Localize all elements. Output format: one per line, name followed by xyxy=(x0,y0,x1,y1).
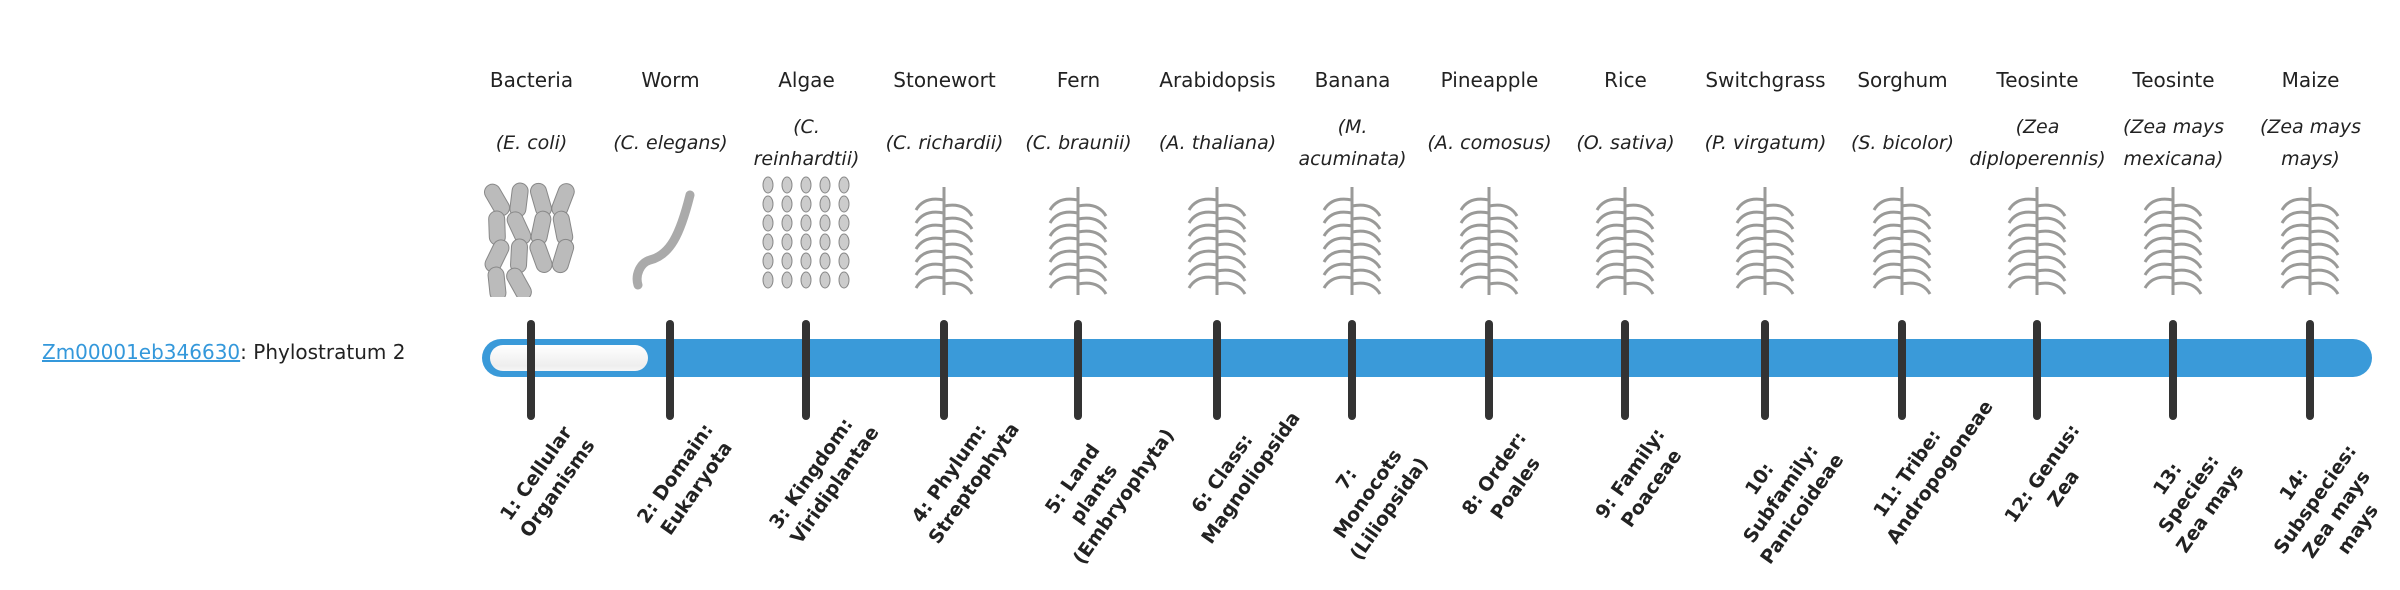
organism-common-name: Pineapple xyxy=(1440,68,1539,92)
stratum-label: 8: Order: Poales xyxy=(1457,427,1545,524)
scientific-name-text: (Zea mays mays) xyxy=(2259,116,2362,170)
phylostratum-bar xyxy=(482,339,2372,377)
algae-cells-icon xyxy=(756,175,856,297)
organism-scientific-name: (Zea mays mays) xyxy=(2242,108,2379,178)
stratum-tick xyxy=(527,320,535,420)
stratum-label: 3: Kingdom: Viridiplantae xyxy=(765,414,884,549)
organism-common-name: Maize xyxy=(2281,68,2340,92)
stratum-label: 2: Domain: Eukaryota xyxy=(632,419,737,540)
stratum-tick xyxy=(940,320,948,420)
banana-plant-icon xyxy=(1302,175,1402,297)
scientific-name-text: (C. braunii) xyxy=(1025,132,1132,154)
organism-scientific-name: (C. reinhardtii) xyxy=(738,108,875,178)
organism-common-name: Algae xyxy=(778,68,835,92)
organism-common-name: Bacteria xyxy=(489,68,574,92)
stratum-label: 4: Phylum: Streptophyta xyxy=(907,418,1024,549)
organism-common-name: Fern xyxy=(1056,68,1101,92)
stratum-tick xyxy=(2306,320,2314,420)
organism-common-name: Teosinte xyxy=(1996,68,2079,92)
stratum-label: 9: Family: Poaceae xyxy=(1591,424,1687,532)
organism-common-name: Banana xyxy=(1314,68,1391,92)
stratum-tick xyxy=(2169,320,2177,420)
teosinte-icon xyxy=(1987,175,2087,297)
rice-icon xyxy=(1575,175,1675,297)
scientific-name-text: (C. reinhardtii) xyxy=(753,116,860,170)
stratum-tick xyxy=(2033,320,2041,420)
organism-scientific-name: (E. coli) xyxy=(463,108,600,178)
organism-common-name: Rice xyxy=(1604,68,1647,92)
bacteria-rods-icon xyxy=(481,175,581,302)
scientific-name-text: (C. richardii) xyxy=(885,132,1004,154)
scientific-name-text: (E. coli) xyxy=(495,132,568,154)
stratum-label: 14: Subspecies: Zea mays mays xyxy=(2269,440,2383,563)
organism-scientific-name: (A. comosus) xyxy=(1421,108,1558,178)
scientific-name-text: (A. thaliana) xyxy=(1158,132,1277,154)
stratum-tick xyxy=(802,320,810,420)
stratum-tick xyxy=(1621,320,1629,420)
scientific-name-text: (P. virgatum) xyxy=(1704,132,1827,154)
scientific-name-text: (A. comosus) xyxy=(1427,132,1552,154)
stratum-tick xyxy=(1348,320,1356,420)
maize-icon xyxy=(2260,175,2360,297)
organism-scientific-name: (P. virgatum) xyxy=(1697,108,1834,178)
gene-label: Zm00001eb346630: Phylostratum 2 xyxy=(42,340,405,364)
worm-icon xyxy=(620,175,720,297)
organism-common-name: Arabidopsis xyxy=(1159,68,1276,92)
stratum-tick xyxy=(1213,320,1221,420)
teosinte-icon xyxy=(2123,175,2223,297)
organism-common-name: Teosinte xyxy=(2132,68,2215,92)
organism-common-name: Stonewort xyxy=(893,68,996,92)
stratum-label: 13: Species: Zea mays xyxy=(2148,450,2249,557)
stratum-label: 11: Tribe: Andropogoneae xyxy=(1869,396,1998,549)
fern-icon xyxy=(1028,175,1128,297)
stratum-tick xyxy=(1074,320,1082,420)
organism-scientific-name: (C. elegans) xyxy=(602,108,739,178)
scientific-name-text: (M. acuminata) xyxy=(1298,116,1407,170)
organism-common-name: Worm xyxy=(641,68,700,92)
scientific-name-text: (O. sativa) xyxy=(1576,132,1675,154)
stratum-label: 1: Cellular Organisms xyxy=(495,422,600,542)
organism-scientific-name: (Zea mays mexicana) xyxy=(2105,108,2242,178)
organism-scientific-name: (C. braunii) xyxy=(1010,108,1147,178)
stratum-tick xyxy=(1485,320,1493,420)
organism-common-name: Switchgrass xyxy=(1705,68,1826,92)
phylostratum-bar-unfilled xyxy=(490,345,648,371)
stratum-tick xyxy=(1898,320,1906,420)
organism-scientific-name: (A. thaliana) xyxy=(1149,108,1286,178)
stratum-tick xyxy=(1761,320,1769,420)
organism-common-name: Sorghum xyxy=(1857,68,1948,92)
pineapple-icon xyxy=(1439,175,1539,297)
scientific-name-text: (Zea mays mexicana) xyxy=(2122,116,2225,170)
scientific-name-text: (S. bicolor) xyxy=(1850,132,1955,154)
stratum-tick xyxy=(666,320,674,420)
organism-scientific-name: (C. richardii) xyxy=(876,108,1013,178)
scientific-name-text: (Zea diploperennis) xyxy=(1969,116,2106,170)
phylostratum-text: : Phylostratum 2 xyxy=(240,340,406,364)
scientific-name-text: (C. elegans) xyxy=(613,132,728,154)
stratum-label: 10: Subfamily: Panicoideae xyxy=(1739,440,1849,569)
stratum-label: 12: Genus: Zea xyxy=(2000,420,2085,528)
stratum-label: 5: Land plants (Embryophyta) xyxy=(1040,424,1179,569)
stratum-label: 7: Monocots (Liliopsida) xyxy=(1329,445,1433,565)
organism-scientific-name: (Zea diploperennis) xyxy=(1969,108,2106,178)
organism-scientific-name: (M. acuminata) xyxy=(1284,108,1421,178)
gene-link[interactable]: Zm00001eb346630 xyxy=(42,340,241,364)
arabidopsis-icon xyxy=(1167,175,1267,297)
switchgrass-icon xyxy=(1715,175,1815,297)
sorghum-icon xyxy=(1852,175,1952,297)
organism-scientific-name: (O. sativa) xyxy=(1557,108,1694,178)
stonewort-icon xyxy=(894,175,994,297)
stratum-label: 6: Class: Magnoliopsida xyxy=(1187,407,1305,549)
organism-scientific-name: (S. bicolor) xyxy=(1834,108,1971,178)
